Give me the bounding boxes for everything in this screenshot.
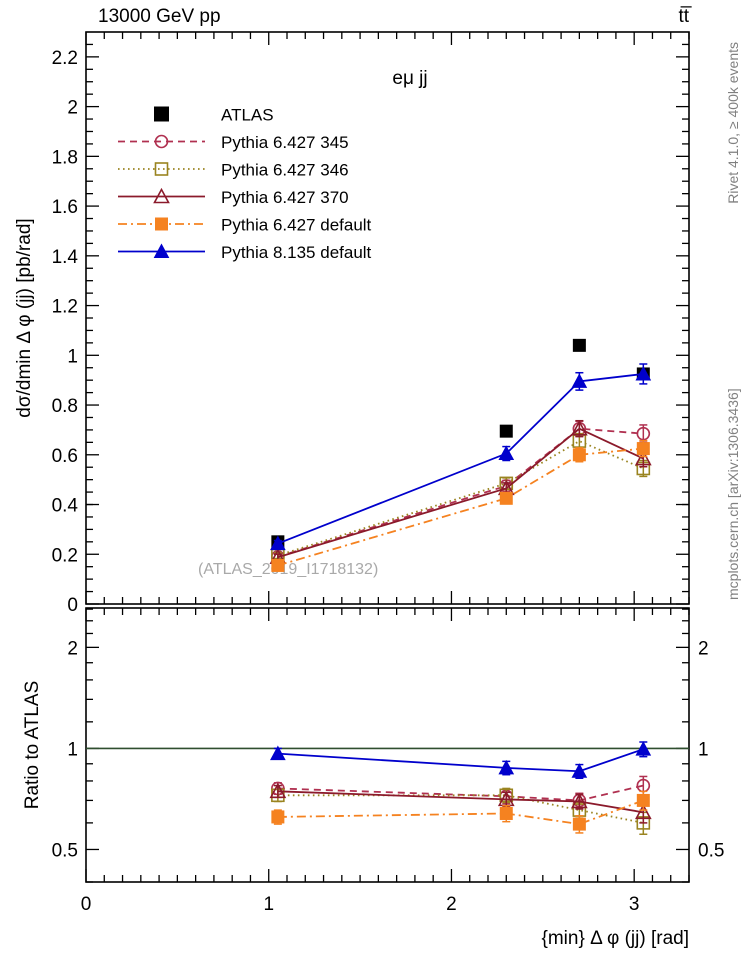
main-y-tick-label: 0.8 [52, 396, 78, 417]
marker-square-filled [499, 491, 513, 505]
marker-triangle-filled [270, 745, 286, 761]
marker-triangle-open [634, 449, 652, 466]
main-y-tick-label: 1.8 [52, 147, 78, 168]
main-y-tick-label: 1.4 [52, 247, 79, 268]
x-tick-label: 2 [446, 894, 457, 915]
ratio-y-tick-label-right: 1 [698, 739, 709, 760]
ratio-y-tick-label: 0.5 [52, 840, 78, 861]
marker-triangle-open [269, 782, 287, 799]
marker-triangle-filled [635, 741, 652, 756]
marker-square-filled [572, 338, 586, 352]
marker-triangle-filled [498, 445, 515, 461]
ratio-series-3 [271, 790, 650, 834]
marker-square-filled [155, 217, 168, 231]
legend-entry-4[interactable]: Pythia 6.427 default [118, 216, 372, 235]
marker-square-filled [572, 448, 586, 462]
legend-entry-3[interactable]: Pythia 6.427 370 [118, 187, 349, 207]
marker-triangle-open [571, 792, 588, 809]
legend-entry-0[interactable]: ATLAS [154, 106, 274, 125]
main-y-tick-label: 0.2 [52, 545, 78, 566]
marker-triangle-open [571, 419, 588, 436]
marker-square-filled [271, 810, 285, 824]
marker-triangle-open [153, 187, 170, 204]
marker-triangle-filled [635, 365, 652, 381]
main-panel-frame [85, 31, 690, 605]
ratio-y-tick-label: 1 [67, 739, 78, 760]
x-tick-label: 3 [629, 894, 640, 915]
x-tick-label: 0 [81, 894, 92, 915]
series-line [277, 794, 644, 824]
marker-square-filled [572, 817, 586, 831]
main-y-tick-label: 0.6 [52, 446, 78, 467]
main-y-axis-title: dσ/dmin Δ φ (jj) [pb/rad] [14, 218, 35, 417]
marker-triangle-filled [153, 243, 170, 258]
legend-label: Pythia 6.427 370 [221, 188, 349, 207]
marker-square-filled [636, 793, 650, 807]
series-line [277, 790, 644, 814]
main-y-tick-label: 1 [67, 346, 78, 367]
ratio-y-tick-label-right: 0.5 [698, 840, 724, 861]
x-axis-title: {min} Δ φ (jj) [rad] [541, 928, 689, 949]
ratio-panel-frame [85, 607, 690, 883]
marker-circle-open [154, 134, 169, 149]
main-y-tick-label: 0.4 [52, 496, 79, 517]
series-line [277, 440, 644, 557]
marker-square-filled [499, 424, 513, 438]
main-y-tick-label: 2 [67, 98, 78, 119]
marker-triangle-filled [571, 763, 588, 778]
series-line [277, 427, 644, 558]
legend-label: ATLAS [221, 106, 274, 125]
marker-square-filled [499, 806, 513, 820]
series-line [277, 373, 644, 545]
marker-triangle-filled [571, 373, 588, 388]
legend-label: Pythia 8.135 default [221, 243, 372, 262]
main-series-5 [270, 363, 652, 551]
marker-square-filled [636, 442, 650, 456]
marker-square-filled [271, 558, 285, 572]
main-y-tick-label: 2.2 [52, 48, 78, 69]
analysis-watermark: (ATLAS_2019_I1718132) [198, 561, 378, 578]
header-right-label: tt̅ [678, 6, 692, 27]
side-note-mcplots: mcplots.cern.ch [arXiv:1306.3436] [725, 388, 741, 600]
series-line [277, 427, 644, 559]
main-series-4 [271, 439, 650, 572]
main-panel-title: eμ jj [392, 68, 427, 89]
series-line [277, 799, 644, 826]
marker-triangle-filled [498, 759, 515, 775]
legend-entry-5[interactable]: Pythia 8.135 default [118, 243, 372, 262]
legend-label: Pythia 6.427 default [221, 216, 372, 235]
main-series-0 [271, 338, 650, 549]
marker-triangle-open [634, 803, 652, 820]
marker-square-open [154, 162, 169, 176]
side-note-rivet: Rivet 4.1.0, ≥ 400k events [725, 42, 741, 204]
legend-entry-2[interactable]: Pythia 6.427 346 [118, 161, 349, 180]
ratio-y-tick-label: 2 [67, 638, 78, 659]
ratio-y-tick-label-right: 2 [698, 638, 709, 659]
marker-circle-open [636, 426, 651, 441]
main-series-3 [269, 419, 652, 565]
main-y-tick-label: 0 [67, 595, 78, 616]
legend-entry-1[interactable]: Pythia 6.427 345 [118, 133, 349, 152]
series-line [277, 784, 644, 802]
main-y-tick-label: 1.2 [52, 297, 78, 318]
series-line [277, 447, 644, 567]
main-y-tick-label: 1.6 [52, 197, 78, 218]
marker-triangle-filled [270, 535, 286, 551]
marker-square-filled [154, 106, 169, 122]
x-tick-label: 1 [263, 894, 274, 915]
legend-label: Pythia 6.427 346 [221, 161, 349, 180]
series-line [277, 748, 644, 773]
ratio-y-axis-title: Ratio to ATLAS [22, 681, 43, 810]
ratio-series-4 [270, 741, 652, 779]
header-left-label: 13000 GeV pp [98, 6, 221, 27]
legend-label: Pythia 6.427 345 [221, 133, 349, 152]
